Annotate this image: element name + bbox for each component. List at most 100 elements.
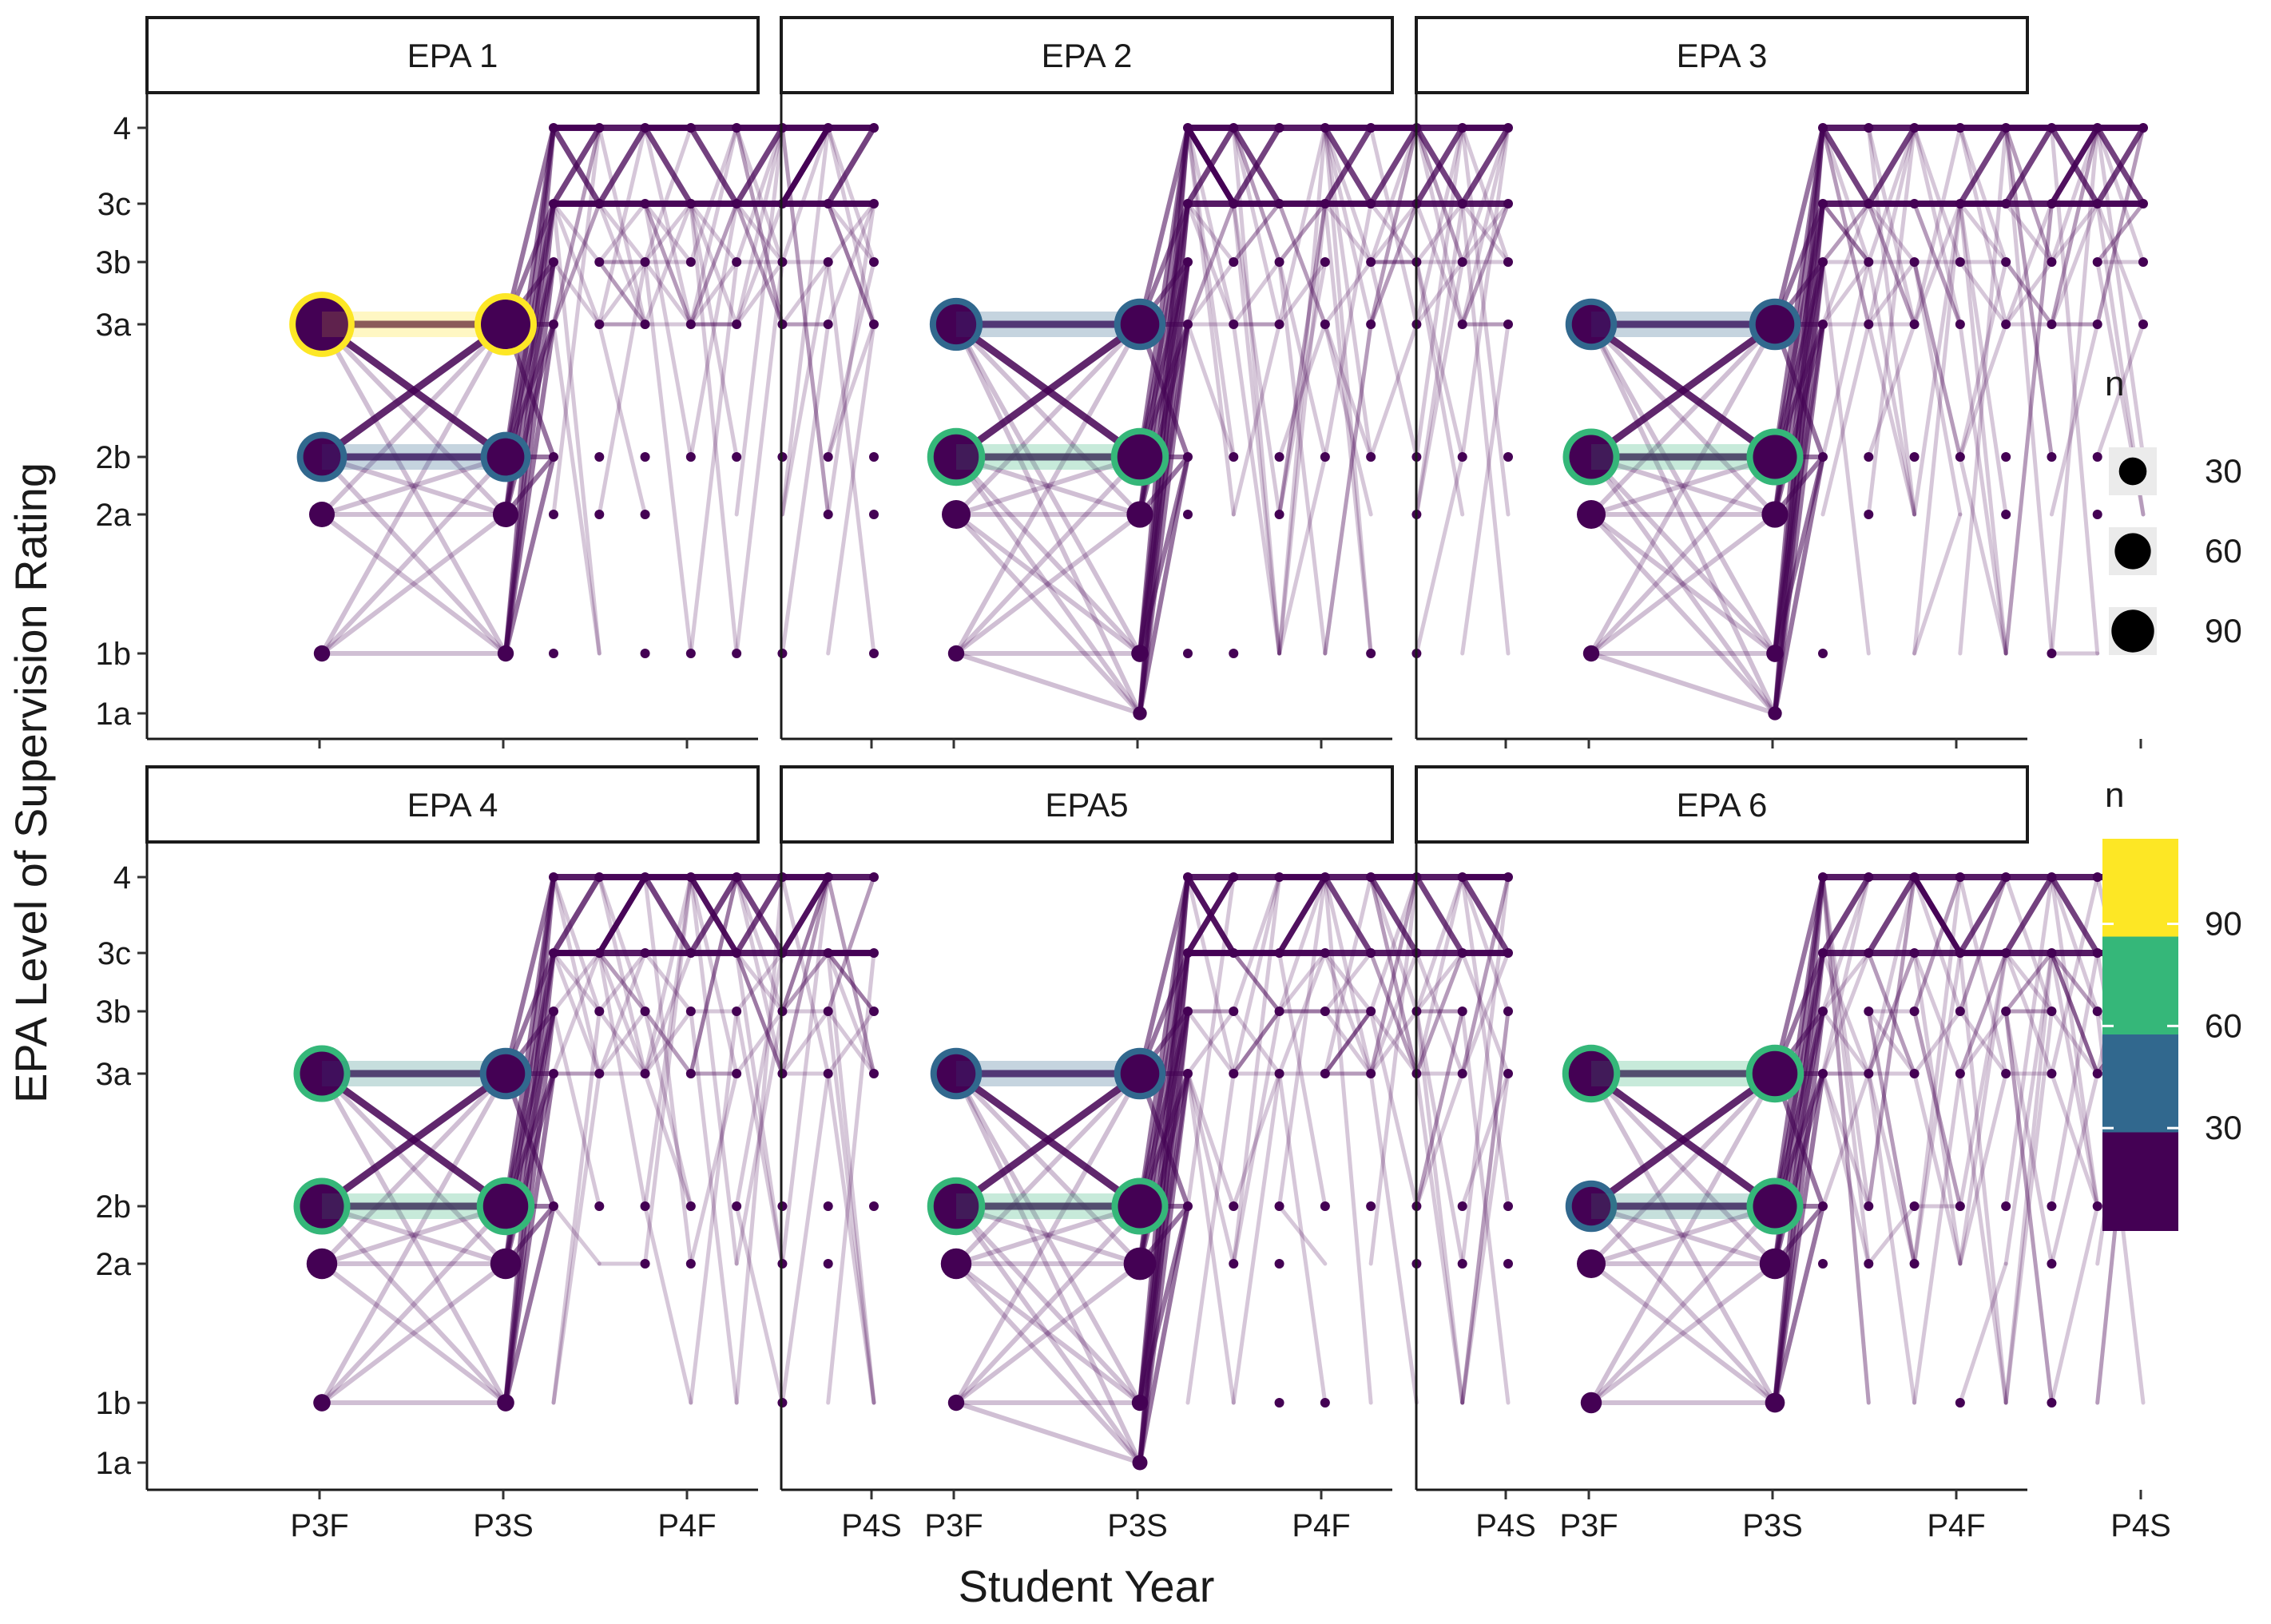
trajectory-line xyxy=(1414,875,1465,1014)
trajectory-line xyxy=(503,1073,556,1404)
band-highlight xyxy=(322,1193,506,1219)
trajectory-line xyxy=(551,201,601,656)
trajectory-line xyxy=(1185,1071,1236,1209)
trajectory-line xyxy=(1414,125,1465,327)
trajectory-line xyxy=(2003,260,2054,327)
data-point xyxy=(869,948,879,958)
trajectory-line xyxy=(597,201,648,264)
trajectory-line xyxy=(734,125,784,264)
trajectory-line xyxy=(320,1204,508,1266)
trajectory-line xyxy=(1368,125,1419,327)
facet-strip xyxy=(780,16,1394,94)
data-point xyxy=(640,123,650,133)
size-legend-symbol xyxy=(2118,457,2147,486)
data-point xyxy=(594,199,605,208)
data-point xyxy=(1503,948,1513,958)
trajectory-line xyxy=(1866,951,1917,1076)
trajectory-line xyxy=(1277,201,1328,517)
trajectory-line xyxy=(1912,951,1963,1266)
data-point xyxy=(1582,645,1600,662)
data-point xyxy=(1909,123,1920,133)
size-legend-label: 30 xyxy=(2205,452,2242,490)
band-highlight xyxy=(1591,1061,1775,1086)
trajectory-line xyxy=(1958,125,2008,656)
data-point xyxy=(1229,1007,1239,1016)
color-legend-segment xyxy=(2102,1132,2178,1231)
trajectory-line xyxy=(1323,125,1373,264)
trajectory-line xyxy=(1231,1009,1282,1076)
trajectory-line xyxy=(2049,951,2100,1014)
data-point xyxy=(640,1069,650,1078)
trajectory-line xyxy=(320,1204,508,1405)
data-point xyxy=(1457,123,1467,133)
trajectory-line xyxy=(826,875,876,1014)
trajectory-line xyxy=(1414,201,1465,264)
trajectory-line xyxy=(551,201,601,327)
data-point xyxy=(1864,452,1874,462)
trajectory-line xyxy=(826,201,876,327)
data-point xyxy=(1229,452,1239,462)
data-point xyxy=(306,1248,338,1280)
trajectory-line xyxy=(1820,125,1871,327)
trajectory-line xyxy=(734,951,784,1076)
trajectory-line xyxy=(1460,125,1511,327)
data-point xyxy=(1274,1398,1284,1408)
trajectory-line xyxy=(1460,201,1511,327)
trajectory-line xyxy=(1589,322,1777,517)
data-point xyxy=(594,123,605,133)
trajectory-line xyxy=(1912,1071,1963,1405)
trajectory-line xyxy=(826,201,876,264)
trajectory-line xyxy=(1368,1009,1419,1209)
trajectory-line xyxy=(2049,875,2100,1076)
trajectory-line xyxy=(689,201,739,459)
trajectory-line xyxy=(1368,201,1419,327)
x-tick-label: P4S xyxy=(2110,1508,2171,1543)
facet-panel: EPA 2 xyxy=(780,16,1513,748)
trajectory-line xyxy=(1866,322,1917,459)
data-point xyxy=(1909,257,1920,267)
trajectory-line xyxy=(597,1009,648,1076)
trajectory-line xyxy=(2003,1009,2054,1266)
data-point xyxy=(869,257,879,267)
trajectory-line xyxy=(1460,125,1511,264)
band-highlight xyxy=(956,312,1140,337)
data-point xyxy=(1909,199,1920,208)
data-point xyxy=(2001,510,2011,519)
trajectory-line xyxy=(2003,125,2054,459)
trajectory-line xyxy=(1589,322,1777,656)
trajectory-line xyxy=(1231,125,1282,264)
data-point xyxy=(2001,452,2011,462)
y-tick-label: 2b xyxy=(96,1189,132,1225)
x-tick-label: P3F xyxy=(1559,1508,1618,1543)
trajectory-line xyxy=(550,125,602,207)
trajectory-line xyxy=(1368,875,1419,1076)
trajectory-line xyxy=(597,201,648,327)
trajectory-line xyxy=(954,1071,1142,1465)
data-point xyxy=(2047,123,2057,133)
p4-points xyxy=(1818,123,2148,658)
trajectory-line xyxy=(954,322,1142,517)
trajectory-line xyxy=(1368,875,1419,1076)
data-point xyxy=(1457,199,1467,208)
data-point xyxy=(2138,199,2148,208)
trajectory-line xyxy=(1231,322,1282,517)
trajectory-line xyxy=(1414,260,1465,517)
y-tick-label: 4 xyxy=(113,111,131,146)
data-point xyxy=(685,649,696,658)
facet-title: EPA 3 xyxy=(1677,37,1768,74)
trajectory-line xyxy=(1231,125,1282,656)
data-point xyxy=(1955,199,1965,208)
trajectory-line xyxy=(954,455,1142,716)
data-point xyxy=(1366,257,1376,267)
data-point xyxy=(549,452,558,462)
trajectory-line xyxy=(2003,951,2054,1014)
trajectory-line xyxy=(1460,201,1511,327)
trajectory-line xyxy=(734,951,784,1076)
trajectory-line xyxy=(1323,125,1373,327)
data-point xyxy=(1274,1201,1284,1211)
trajectory-line xyxy=(2003,125,2054,264)
data-point xyxy=(549,1007,558,1016)
data-point xyxy=(1183,257,1193,267)
trajectory-line xyxy=(1460,1009,1511,1405)
trajectory-line xyxy=(2003,125,2054,656)
